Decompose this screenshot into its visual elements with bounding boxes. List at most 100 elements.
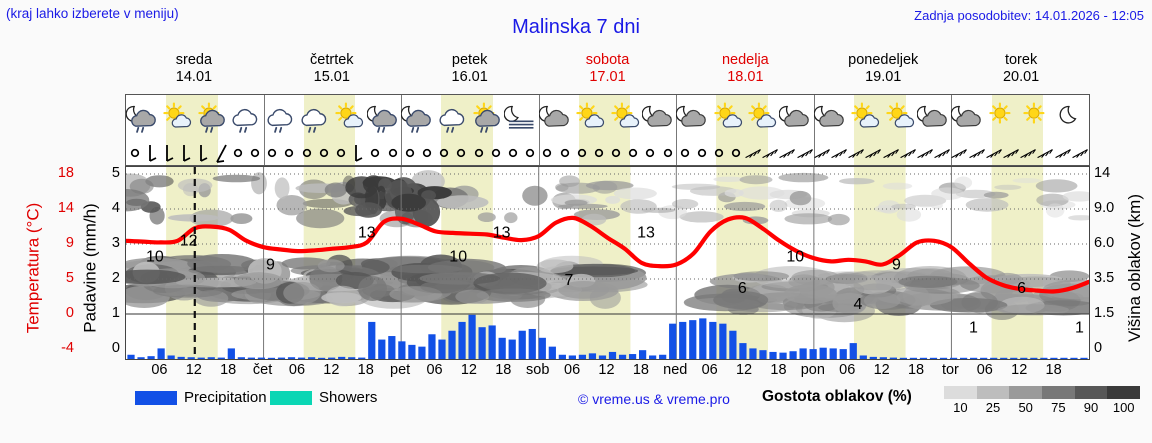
x-tick-label: 18 xyxy=(907,362,925,378)
legend-showers: Showers xyxy=(270,389,377,406)
wind-barb xyxy=(315,141,332,165)
temperature-point-label: 12 xyxy=(180,233,198,250)
day-date: 16.01 xyxy=(451,69,488,85)
day-name: sreda xyxy=(175,52,213,68)
precipitation-bar xyxy=(659,354,667,359)
x-tick-label: ned xyxy=(663,362,688,378)
day-header-6: ponedeljek 19.01 xyxy=(814,52,952,92)
moon-icon xyxy=(1055,95,1089,141)
x-tick-label: 12 xyxy=(873,362,890,378)
precipitation-bar xyxy=(257,357,266,359)
precipitation-bar xyxy=(879,357,887,359)
wind-barb xyxy=(298,141,315,165)
temperature-point-label: 10 xyxy=(146,248,164,265)
precipitation-bar xyxy=(689,320,697,359)
precipitation-bar xyxy=(749,348,757,359)
precipitation-bar xyxy=(398,341,406,359)
day-separator xyxy=(676,141,678,165)
sun-cloud-icon xyxy=(883,95,917,141)
precipitation-bar xyxy=(588,353,597,359)
cloud-density-legend-title: Gostota oblakov (%) xyxy=(762,388,912,405)
precipitation-bar xyxy=(307,357,316,359)
wind-barb xyxy=(126,141,143,165)
precipitation-bar xyxy=(1010,357,1018,359)
precipitation-bar xyxy=(358,357,366,359)
precipitation-bar xyxy=(127,354,135,359)
temperature-point-label: 6 xyxy=(1017,280,1026,297)
daylight-band xyxy=(716,141,768,165)
weather-icon-band xyxy=(125,94,1090,141)
wind-barb xyxy=(590,141,607,165)
wind-barb xyxy=(504,141,521,165)
moon-cloud-icon xyxy=(641,95,676,141)
day-date: 20.01 xyxy=(1002,69,1040,85)
sun-icon xyxy=(986,95,1020,141)
wind-barb xyxy=(745,141,762,165)
precipitation-bar xyxy=(719,323,727,359)
precipitation-bar xyxy=(649,355,657,359)
precipitation-bar xyxy=(608,351,617,359)
x-tick-label: 06 xyxy=(976,362,993,378)
moon-cloud-icon xyxy=(951,95,985,141)
forecast-plot: 10 12 9 13 10 13 7 13 6 10 4 9 1 6 1 xyxy=(125,166,1090,360)
precipitation-bar xyxy=(287,357,296,359)
wind-barb xyxy=(882,141,900,165)
precipitation-bar xyxy=(498,337,506,359)
day-header-5: nedelja 18.01 xyxy=(676,52,814,92)
precipitation-bar xyxy=(970,357,978,359)
wind-barb xyxy=(968,141,986,165)
temperature-axis-title: Temperatura (°C) xyxy=(23,202,42,333)
precipitation-bar xyxy=(378,339,386,359)
precipitation-bar xyxy=(779,352,787,359)
precipitation-bar xyxy=(909,357,918,359)
x-tick-label: 06 xyxy=(288,362,306,378)
wind-barb xyxy=(229,141,246,165)
cloud-height-tick: 9.0 xyxy=(1094,200,1115,216)
wind-barb xyxy=(934,141,951,165)
day-name: sobota xyxy=(585,52,630,68)
credit-link[interactable]: © vreme.us & vreme.pro xyxy=(578,391,730,407)
sun-cloud-icon xyxy=(711,95,745,141)
temperature-tick: 5 xyxy=(65,270,74,286)
precipitation-bar xyxy=(488,325,496,359)
sun-cloud-icon xyxy=(608,95,642,141)
moon-cloud-rain-icon xyxy=(401,95,435,141)
day-separator xyxy=(263,95,265,141)
wind-barb xyxy=(1054,141,1072,165)
wind-barb xyxy=(728,141,745,165)
last-updated-label: Zadnja posodobitev: 14.01.2026 - 12:05 xyxy=(914,8,1144,23)
temperature-point-label: 1 xyxy=(969,320,978,337)
day-date: 19.01 xyxy=(865,69,902,85)
legend-precipitation-label: Precipitation xyxy=(184,389,267,406)
precipitation-bar xyxy=(1020,357,1028,359)
wind-barb xyxy=(350,141,367,165)
wind-barb xyxy=(831,141,848,165)
precipitation-bar xyxy=(348,357,356,359)
x-tick-label: 12 xyxy=(1011,362,1028,378)
cloud-height-tick: 0 xyxy=(1094,340,1103,356)
location-menu-note[interactable]: (kraj lahko izberete v meniju) xyxy=(6,6,179,21)
wind-barb xyxy=(642,141,659,165)
temperature-point-label: 4 xyxy=(853,296,862,313)
x-tick-label: 18 xyxy=(1045,362,1062,378)
wind-barb xyxy=(487,141,504,165)
precipitation-bar xyxy=(1070,357,1078,359)
precipitation-bar xyxy=(247,357,255,359)
temperature-point-label: 13 xyxy=(637,225,655,242)
x-tick-label: tor xyxy=(941,362,959,378)
day-header-2: četrtek 15.01 xyxy=(263,52,401,92)
moon-cloud-icon xyxy=(917,95,951,141)
cloud-density-field xyxy=(126,170,1089,323)
day-separator xyxy=(676,95,678,141)
day-separator xyxy=(401,95,403,141)
wind-barb xyxy=(264,141,281,165)
wind-barb xyxy=(160,141,177,165)
precipitation-bar xyxy=(799,348,807,359)
wind-barb xyxy=(848,141,865,165)
precipitation-bar xyxy=(428,334,436,359)
wind-barb xyxy=(470,141,487,165)
day-date: 18.01 xyxy=(727,69,764,85)
x-tick-label: 12 xyxy=(185,362,202,378)
precipitation-bar xyxy=(769,351,777,359)
precipitation-bar xyxy=(458,321,466,359)
